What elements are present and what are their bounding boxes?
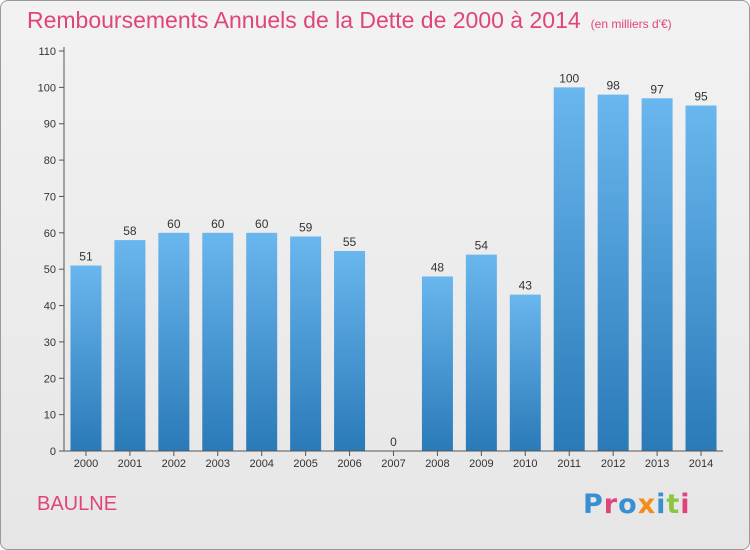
x-tick-label: 2011 (557, 458, 581, 470)
logo-letter: i (680, 489, 691, 520)
bar (421, 276, 453, 451)
y-tick-label: 50 (44, 264, 56, 276)
bar (641, 98, 673, 451)
bar-value-label: 59 (299, 220, 313, 234)
x-tick-label: 2014 (689, 458, 713, 470)
chart-subtitle: (en milliers d'€) (590, 17, 672, 31)
logo-letter: r (603, 489, 619, 520)
x-tick-label: 2001 (118, 458, 142, 470)
chart-title-text: Remboursements Annuels de la Dette de 20… (27, 7, 581, 33)
bar-value-label: 60 (211, 217, 225, 231)
bar-value-label: 98 (606, 79, 620, 93)
bar-value-label: 60 (167, 217, 181, 231)
y-tick-label: 10 (44, 410, 56, 422)
bar-value-label: 54 (475, 239, 489, 253)
x-tick-label: 2004 (249, 458, 273, 470)
x-tick-label: 2012 (601, 458, 625, 470)
bars-group: 51 58 60 60 60 59 55 0 48 54 43 100 98 97 95 (70, 71, 717, 452)
x-tick-label: 2009 (469, 458, 493, 470)
bar (509, 294, 541, 451)
x-tick-label: 2013 (645, 458, 669, 470)
x-tick-label: 2006 (337, 458, 361, 470)
bar-value-label: 51 (79, 250, 93, 264)
bar (597, 94, 629, 452)
bar (246, 232, 278, 451)
x-tick-label: 2002 (162, 458, 186, 470)
logo-letter: P (583, 489, 604, 520)
bar (465, 254, 497, 451)
bar-value-label: 95 (694, 90, 708, 104)
x-tick-label: 2007 (381, 458, 405, 470)
y-tick-label: 80 (44, 155, 56, 167)
y-tick-label: 110 (38, 46, 56, 58)
bar-value-label: 55 (343, 235, 357, 249)
bar (685, 105, 717, 451)
bar (202, 232, 234, 451)
bar-value-label: 58 (123, 224, 137, 238)
y-tick-label: 60 (44, 228, 56, 240)
y-axis: 0 10 20 30 40 50 60 70 80 90 100 110 (38, 46, 65, 458)
bar (70, 265, 102, 451)
logo-letter: t (666, 489, 681, 520)
bar-value-label: 0 (390, 435, 397, 449)
bar-value-label: 100 (559, 71, 579, 85)
y-tick-label: 70 (44, 191, 56, 203)
logo-letter: x (637, 489, 657, 520)
y-tick-label: 30 (44, 337, 56, 349)
bar (334, 251, 366, 451)
x-axis: 2000 2001 2002 2003 2004 2005 2006 2007 2008 2009… (64, 450, 723, 470)
bar (114, 240, 146, 451)
bar (158, 232, 190, 451)
y-tick-label: 20 (44, 373, 56, 385)
x-tick-label: 2010 (513, 458, 537, 470)
bar-value-label: 43 (519, 279, 533, 293)
bar-value-label: 48 (431, 260, 445, 274)
y-tick-label: 90 (44, 119, 56, 131)
x-tick-label: 2008 (425, 458, 449, 470)
x-tick-label: 2003 (206, 458, 230, 470)
bar (553, 87, 585, 451)
chart-title: Remboursements Annuels de la Dette de 20… (27, 7, 672, 34)
proxiti-logo: Proxiti (583, 489, 691, 520)
y-tick-label: 0 (50, 446, 56, 458)
logo-letter: i (656, 489, 667, 520)
y-tick-label: 40 (44, 301, 56, 313)
bar-value-label: 60 (255, 217, 269, 231)
commune-name: BAULNE (37, 493, 118, 515)
x-tick-label: 2000 (74, 458, 98, 470)
logo-letter: o (618, 489, 638, 520)
bar-value-label: 97 (650, 82, 664, 96)
bar (290, 236, 322, 451)
y-tick-label: 100 (38, 82, 56, 94)
x-tick-label: 2005 (293, 458, 317, 470)
